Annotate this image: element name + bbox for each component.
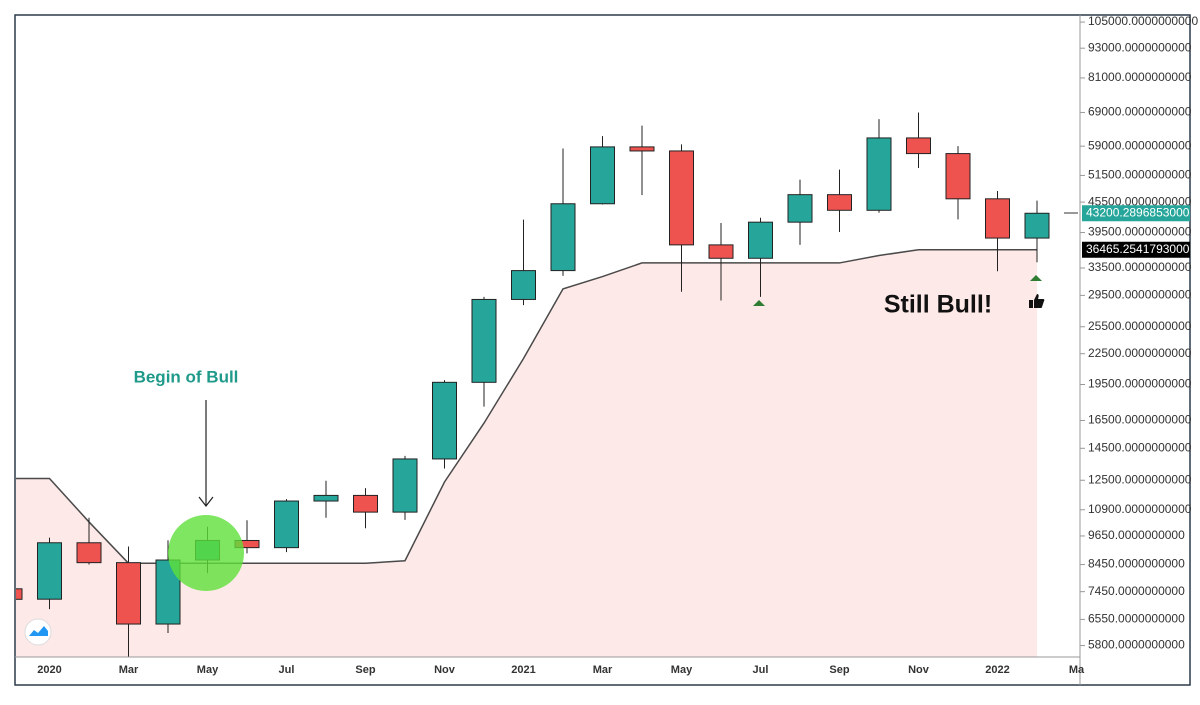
y-tick-label: 81000.0000000000: [1088, 70, 1192, 84]
price-label: 36465.2541793000: [1086, 242, 1190, 256]
candle-body: [471, 298, 497, 383]
candle-body: [945, 153, 971, 200]
x-tick-label: Sep: [829, 664, 849, 676]
y-tick-label: 39500.0000000000: [1088, 225, 1192, 239]
x-tick-label: Jul: [279, 664, 295, 676]
candle-body: [37, 542, 62, 600]
candle-body: [985, 198, 1010, 239]
plot-area: [16, 112, 1050, 657]
candle-body: [906, 137, 931, 155]
x-tick-label: May: [197, 664, 219, 676]
y-tick-label: 12500.0000000000: [1088, 472, 1192, 486]
y-tick-label: 51500.0000000000: [1088, 168, 1192, 182]
y-tick-label: 29500.0000000000: [1088, 288, 1192, 302]
arrow-head: [198, 496, 214, 507]
annotation: Still Bull!: [884, 291, 992, 319]
candle-body: [550, 203, 576, 272]
x-tick-label: Mar: [119, 664, 139, 676]
candle-body: [748, 221, 773, 259]
candle-body: [1024, 212, 1050, 239]
y-tick-label: 69000.0000000000: [1088, 105, 1192, 119]
x-tick-label: Sep: [355, 664, 375, 676]
y-tick-label: 25500.0000000000: [1088, 319, 1192, 333]
x-tick-label: Nov: [908, 664, 930, 676]
x-tick-label: 2021: [511, 664, 535, 676]
axes: 105000.0000000000 93000.0000000000 81000.0…: [14, 14, 1198, 686]
candle-body: [353, 494, 378, 513]
candle-body: [590, 146, 615, 205]
y-tick-label: 16500.0000000000: [1088, 413, 1192, 427]
highlight-circle: [168, 515, 244, 591]
candle-body: [313, 494, 339, 502]
annotation: Begin of Bull: [134, 367, 239, 386]
y-tick-label: 59000.0000000000: [1088, 138, 1192, 152]
y-tick-label: 105000.0000000000: [1088, 14, 1198, 28]
logo-mark: [29, 626, 48, 636]
y-tick-label: 8450.0000000000: [1088, 557, 1185, 571]
candle-body: [787, 194, 813, 223]
y-tick-label: 9650.0000000000: [1088, 528, 1185, 542]
candle-body: [866, 137, 892, 211]
candle-body: [392, 458, 418, 513]
y-tick-label: 5800.0000000000: [1088, 638, 1185, 652]
price-label-box: [1082, 205, 1190, 222]
signal-marker: [1030, 275, 1042, 281]
y-tick-label: 7450.0000000000: [1088, 584, 1185, 598]
y-tick-label: 22500.0000000000: [1088, 346, 1192, 360]
x-tick-label: Jul: [753, 664, 769, 676]
candle-body: [708, 244, 734, 259]
y-tick-label: 33500.0000000000: [1088, 260, 1192, 274]
x-tick-label: 2022: [985, 664, 1009, 676]
x-tick-label: May: [671, 664, 693, 676]
y-tick-label: 19500.0000000000: [1088, 377, 1192, 391]
price-label: 43200.2896853000: [1086, 205, 1190, 219]
thumbs-up-icon: [1029, 294, 1045, 308]
y-tick-label: 45500.0000000000: [1088, 194, 1192, 208]
candle-body: [76, 542, 102, 564]
signal-marker: [753, 300, 765, 306]
y-tick-label: 93000.0000000000: [1088, 40, 1192, 54]
y-tick-label: 14500.0000000000: [1088, 440, 1192, 454]
frame: [14, 14, 1191, 686]
x-tick-label: 2020: [37, 664, 61, 676]
candle-body: [669, 150, 694, 246]
x-tick-label: Ma: [1069, 664, 1085, 676]
candle-body: [274, 500, 299, 549]
y-tick-label: 10900.0000000000: [1088, 502, 1192, 516]
indicator-area: [16, 249, 1037, 657]
candle-body: [629, 146, 655, 152]
x-tick-label: Nov: [434, 664, 456, 676]
overlay: Begin of Bull Still Bull!: [24, 212, 1078, 646]
candle-body: [827, 194, 852, 211]
y-tick-label: 6550.0000000000: [1088, 612, 1185, 626]
candle-body: [116, 562, 141, 625]
logo: [24, 618, 52, 646]
x-tick-label: Mar: [593, 664, 613, 676]
candle-body: [432, 381, 457, 460]
candle-body: [16, 588, 23, 600]
candle-body: [511, 270, 536, 300]
price-label-box: [1082, 241, 1190, 258]
